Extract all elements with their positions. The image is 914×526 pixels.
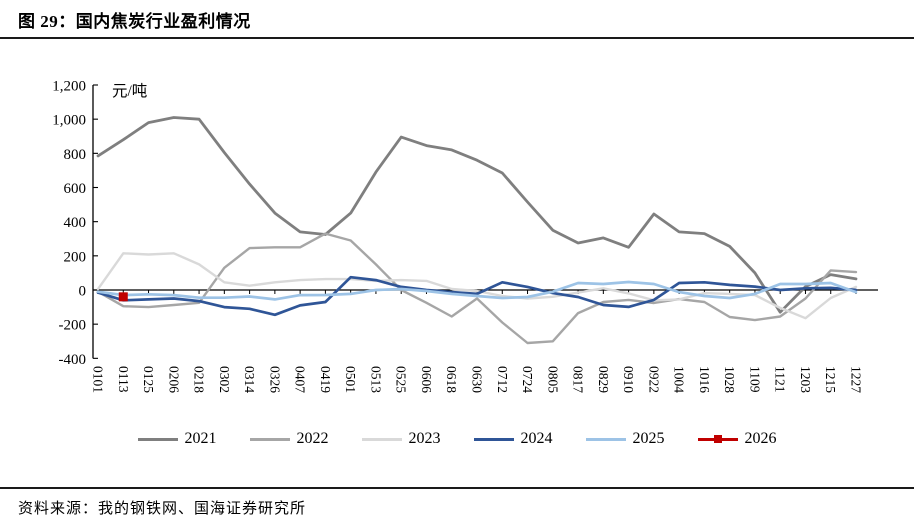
- x-tick-label: 0113: [116, 366, 131, 393]
- series-2025: [96, 280, 858, 301]
- x-tick-label: 0302: [217, 366, 232, 393]
- x-tick-label: 0829: [596, 366, 611, 393]
- legend-label-2025: 2025: [632, 430, 665, 447]
- legend-label-2021: 2021: [184, 430, 217, 447]
- x-tick-label: 0922: [646, 366, 661, 393]
- x-tick-label: 0630: [470, 366, 485, 393]
- x-tick-label: 0206: [166, 366, 181, 393]
- x-tick-label: 0407: [293, 366, 308, 393]
- series-2026: [118, 292, 128, 302]
- x-tick-label: 0910: [621, 366, 636, 393]
- title-underline: [0, 37, 914, 39]
- x-tick-label: 0314: [242, 366, 257, 393]
- series-2021: [96, 116, 858, 314]
- x-tick-label: 1215: [823, 366, 838, 393]
- y-tick-label: 1,200: [52, 79, 86, 95]
- x-tick-label: 0525: [394, 366, 409, 393]
- x-tick-label: 0724: [520, 366, 535, 393]
- x-tick-label: 1028: [722, 366, 737, 393]
- y-tick-label: 0: [79, 284, 87, 300]
- x-tick-label: 0817: [571, 366, 586, 393]
- legend-label-2026: 2026: [744, 430, 777, 447]
- x-tick-label: 0326: [267, 366, 282, 393]
- x-tick-label: 0805: [545, 366, 560, 393]
- series-2024: [96, 275, 858, 317]
- y-axis: 1,200 1,000 800 600 400 200 0 -200 -400: [52, 79, 98, 368]
- x-tick-label: 1109: [747, 366, 762, 393]
- x-tick-label: 0501: [343, 366, 358, 393]
- x-tick-label: 0419: [318, 366, 333, 393]
- y-tick-label: -400: [59, 352, 87, 368]
- legend-item-2026: 2026: [697, 430, 777, 447]
- y-tick-label: -200: [59, 318, 87, 334]
- legend-label-2024: 2024: [520, 430, 553, 447]
- x-tick-label: 1016: [697, 366, 712, 393]
- x-tick-label: 1203: [798, 366, 813, 393]
- y-tick-label: 400: [64, 215, 87, 231]
- y-tick-label: 200: [64, 249, 87, 265]
- legend-swatch-2026: [697, 434, 738, 443]
- x-tick-label: 1121: [773, 366, 788, 393]
- unit-label: 元/吨: [112, 82, 147, 100]
- legend-item-2024: 2024: [473, 430, 553, 447]
- chart-legend: 2021 2022 2023 2024 2025 2026: [0, 426, 914, 452]
- legend-swatch-2022: [249, 437, 290, 441]
- legend-label-2022: 2022: [296, 430, 329, 447]
- x-tick-label: 0218: [192, 366, 207, 393]
- source-divider: [0, 487, 914, 489]
- legend-swatch-2023: [361, 437, 402, 441]
- x-axis: 0101 0113 0125 0206 0218 0302 0314 0326 0407 0419…: [91, 289, 878, 393]
- legend-item-2025: 2025: [585, 430, 665, 447]
- legend-swatch-2024: [473, 437, 514, 441]
- x-tick-label: 0513: [368, 366, 383, 393]
- figure-title: 图 29：国内焦炭行业盈利情况: [18, 12, 251, 31]
- legend-item-2023: 2023: [361, 430, 441, 447]
- legend-marker-square: [713, 434, 722, 443]
- series-2022: [96, 232, 858, 345]
- legend-item-2022: 2022: [249, 430, 329, 447]
- legend-item-2021: 2021: [137, 430, 217, 447]
- source-text: 资料来源：我的钢铁网、国海证券研究所: [18, 501, 307, 517]
- x-tick-label: 0618: [444, 366, 459, 393]
- y-tick-label: 1,000: [52, 113, 86, 129]
- data-point-marker: [118, 292, 128, 302]
- y-tick-label: 600: [64, 181, 87, 197]
- x-tick-label: 0125: [141, 366, 156, 393]
- y-tick-label: 800: [64, 147, 87, 163]
- legend-swatch-2025: [585, 437, 626, 441]
- x-tick-label: 0101: [91, 366, 106, 393]
- legend-label-2023: 2023: [408, 430, 441, 447]
- x-tick-label: 1227: [849, 366, 864, 393]
- series-2023: [96, 252, 858, 320]
- x-tick-label: 1004: [672, 366, 687, 393]
- x-tick-label: 0606: [419, 366, 434, 393]
- x-tick-label: 0712: [495, 366, 510, 393]
- legend-swatch-2021: [137, 437, 178, 441]
